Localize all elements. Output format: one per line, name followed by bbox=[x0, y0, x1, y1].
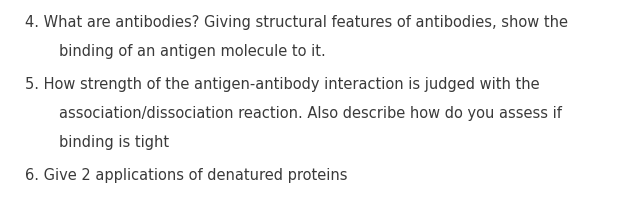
Text: binding is tight: binding is tight bbox=[59, 135, 170, 150]
Text: 5. How strength of the antigen-antibody interaction is judged with the: 5. How strength of the antigen-antibody … bbox=[25, 76, 540, 92]
Text: association/dissociation reaction. Also describe how do you assess if: association/dissociation reaction. Also … bbox=[59, 106, 562, 121]
Text: binding of an antigen molecule to it.: binding of an antigen molecule to it. bbox=[59, 44, 326, 59]
Text: 6. Give 2 applications of denatured proteins: 6. Give 2 applications of denatured prot… bbox=[25, 168, 347, 183]
Text: 4. What are antibodies? Giving structural features of antibodies, show the: 4. What are antibodies? Giving structura… bbox=[25, 14, 568, 30]
